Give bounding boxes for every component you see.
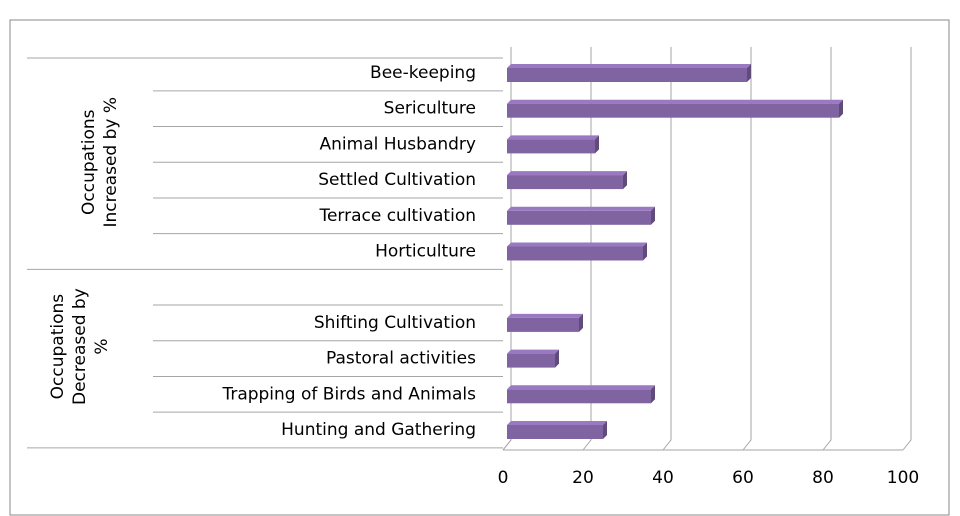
x-tick-label: 40 [652,468,674,488]
bar-side [603,421,607,439]
bar-front [507,389,651,404]
group-label: Decreased by [70,288,90,405]
category-label: Pastoral activities [326,349,476,369]
category-label: Horticulture [375,242,476,262]
category-label: Trapping of Birds and Animals [221,384,476,404]
bar [507,99,843,118]
bar-front [507,425,603,439]
category-label: Settled Cultivation [318,170,476,190]
bar-top [507,171,627,176]
bar [507,349,559,368]
bar-top [507,242,647,247]
category-label: Shifting Cultivation [314,313,476,333]
group-label: Occupations [79,109,99,215]
bar-side [651,206,655,225]
bar-top [507,421,607,425]
bar [507,64,751,82]
bar-front [507,175,623,190]
bar-front [507,139,595,154]
bar-top [507,349,559,354]
group-label: Increased by % [101,97,121,228]
bar-top [507,64,751,68]
category-label: Terrace cultivation [318,206,476,226]
x-tick-label: 60 [732,468,754,488]
grid-line [742,47,752,451]
bar [507,135,599,154]
group-label: Occupations [48,294,68,400]
bar-top [507,313,583,318]
bar-front [507,210,651,225]
bar-side [623,171,627,190]
chart-frame [9,19,950,516]
group-label: % [92,339,112,355]
bar [507,242,647,261]
category-label: Animal Husbandry [320,134,476,154]
grid-line [902,47,912,451]
grid-line [662,47,672,451]
bar [507,171,627,190]
bar-front [507,246,643,261]
bar [507,313,583,332]
bar-side [555,349,559,368]
x-tick-label: 0 [498,468,509,488]
x-tick-label: 80 [812,468,834,488]
bar-top [507,206,655,211]
bar-front [507,103,839,118]
bar-top [507,99,843,104]
bar-side [747,64,751,82]
category-label: Bee-keeping [370,63,476,83]
bar [507,206,655,225]
bar-top [507,135,599,140]
bar [507,385,655,404]
category-label: Hunting and Gathering [281,420,476,440]
bar-front [507,353,555,368]
category-label: Sericulture [384,99,476,119]
bar-side [643,242,647,261]
grid-line [822,47,832,451]
bar-side [839,99,843,118]
bar-side [651,385,655,404]
x-tick-label: 100 [887,468,919,488]
bar-front [507,317,579,332]
x-tick-label: 20 [572,468,594,488]
bar-top [507,385,655,390]
bar-side [595,135,599,154]
bar [507,421,607,439]
bar-front [507,68,747,82]
bar-side [579,313,583,332]
